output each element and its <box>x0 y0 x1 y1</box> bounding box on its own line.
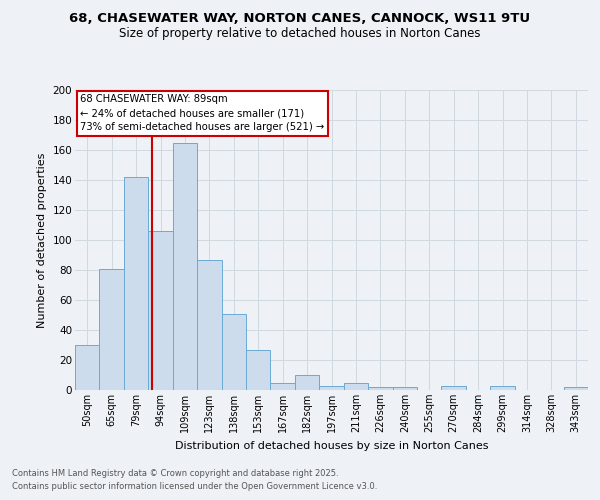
Text: Contains public sector information licensed under the Open Government Licence v3: Contains public sector information licen… <box>12 482 377 491</box>
Bar <box>319 386 344 390</box>
Bar <box>124 177 148 390</box>
Bar <box>100 268 124 390</box>
Bar <box>344 382 368 390</box>
Bar <box>392 387 417 390</box>
Bar <box>173 142 197 390</box>
Bar <box>490 386 515 390</box>
Bar <box>368 387 392 390</box>
Bar <box>197 260 221 390</box>
Y-axis label: Number of detached properties: Number of detached properties <box>37 152 47 328</box>
Bar <box>563 387 588 390</box>
Bar <box>442 386 466 390</box>
Bar <box>271 382 295 390</box>
Text: 68 CHASEWATER WAY: 89sqm
← 24% of detached houses are smaller (171)
73% of semi-: 68 CHASEWATER WAY: 89sqm ← 24% of detach… <box>80 94 325 132</box>
Bar <box>75 345 100 390</box>
Bar <box>148 231 173 390</box>
Text: Size of property relative to detached houses in Norton Canes: Size of property relative to detached ho… <box>119 28 481 40</box>
Bar <box>221 314 246 390</box>
Bar <box>295 375 319 390</box>
Text: Contains HM Land Registry data © Crown copyright and database right 2025.: Contains HM Land Registry data © Crown c… <box>12 468 338 477</box>
Bar <box>246 350 271 390</box>
Text: 68, CHASEWATER WAY, NORTON CANES, CANNOCK, WS11 9TU: 68, CHASEWATER WAY, NORTON CANES, CANNOC… <box>70 12 530 26</box>
X-axis label: Distribution of detached houses by size in Norton Canes: Distribution of detached houses by size … <box>175 440 488 450</box>
